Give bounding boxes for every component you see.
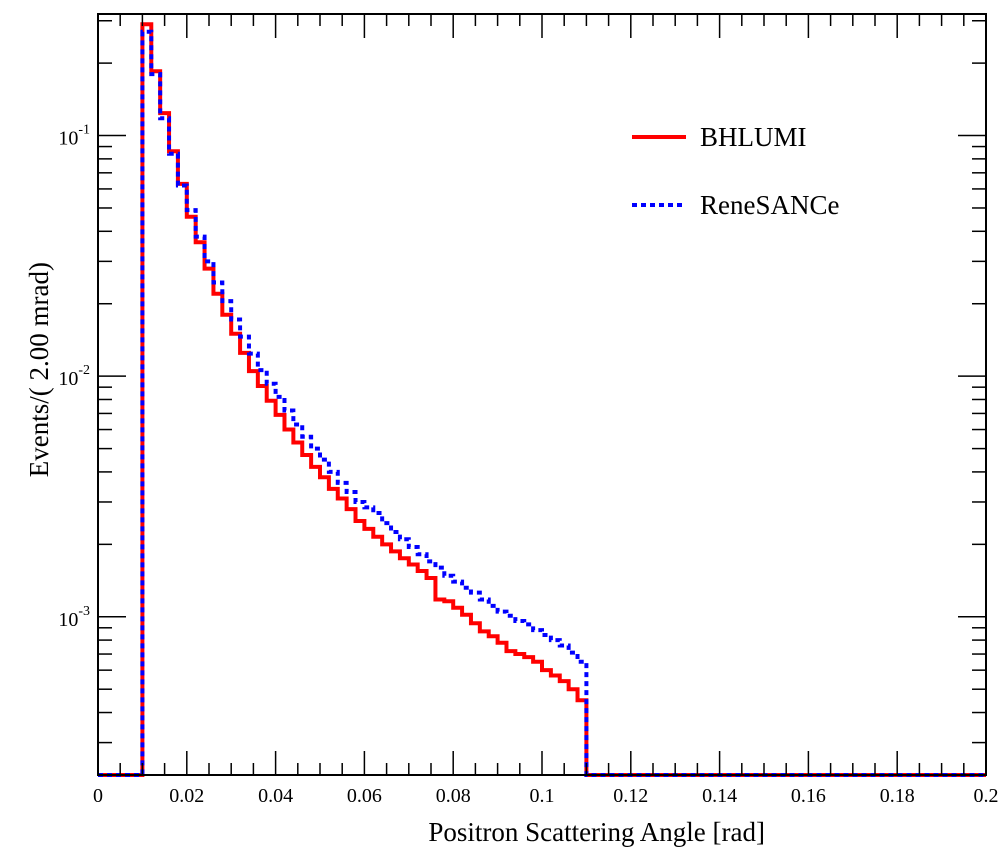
y-tick-labels: 10-1 10-2 10-3 <box>58 123 90 631</box>
x-tick-label: 0.2 <box>974 785 999 807</box>
ticks-layer <box>97 14 987 775</box>
legend-label-bhlumi: BHLUMI <box>700 122 807 152</box>
x-tick-label: 0.06 <box>347 785 382 807</box>
x-tick-label: 0.08 <box>436 785 471 807</box>
x-tick-label: 0.1 <box>530 785 555 807</box>
plot-frame <box>97 13 987 776</box>
x-tick-label: 0.18 <box>880 785 915 807</box>
x-tick-label: 0.16 <box>791 785 826 807</box>
series-bhlumi <box>98 22 986 777</box>
y-axis-title: Events/( 2.00 mrad) <box>24 262 54 477</box>
x-tick-label: 0.12 <box>613 785 648 807</box>
x-tick-label: 0.04 <box>258 785 293 807</box>
x-tick-label: 0.14 <box>702 785 737 807</box>
x-axis-title: Positron Scattering Angle [rad] <box>428 817 765 847</box>
y-tick-label: 10-2 <box>58 363 90 390</box>
legend-label-renesance: ReneSANCe <box>700 190 839 220</box>
x-tick-label: 0.02 <box>169 785 204 807</box>
y-tick-label: 10-1 <box>58 123 90 150</box>
y-tick-label: 10-3 <box>58 604 90 631</box>
series-renesance <box>98 29 986 777</box>
legend: BHLUMI ReneSANCe <box>632 122 839 220</box>
series-layer <box>98 22 986 777</box>
x-tick-label: 0 <box>93 785 103 807</box>
x-tick-labels: 0 0.02 0.04 0.06 0.08 0.1 0.12 0.14 0.16 0.18 0.2 <box>93 785 999 807</box>
